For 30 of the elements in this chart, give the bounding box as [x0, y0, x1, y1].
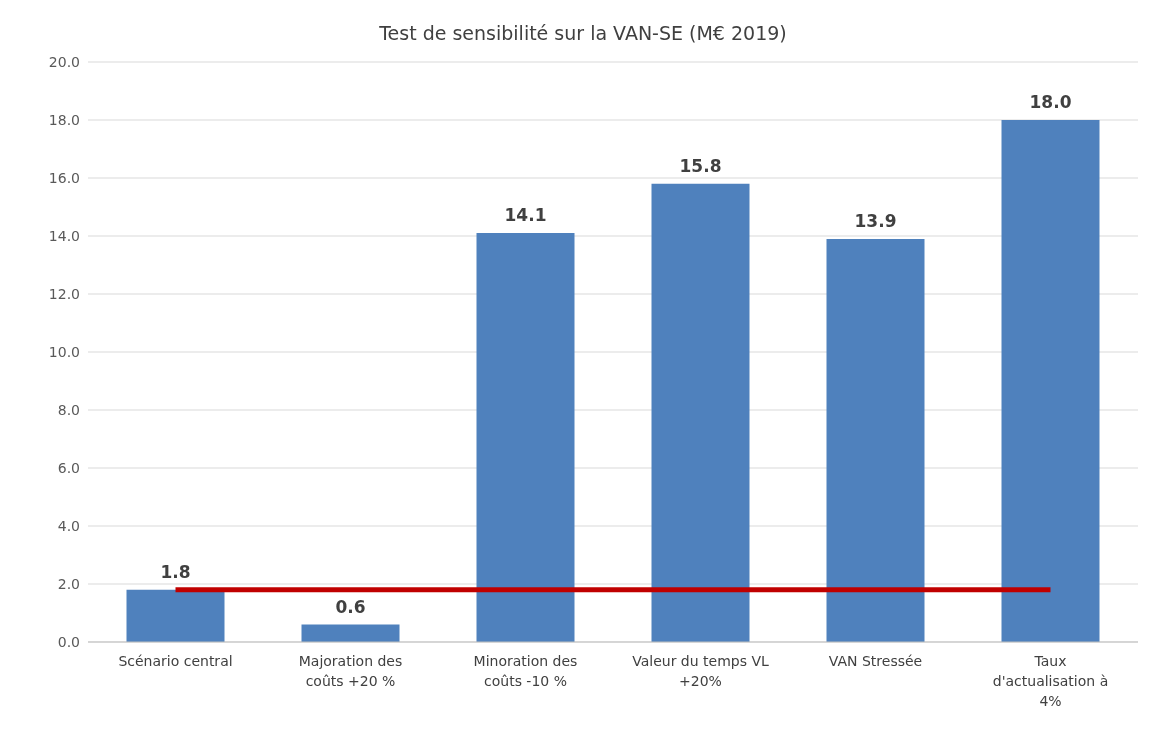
data-label: 18.0: [1029, 92, 1072, 112]
bar: [826, 238, 925, 642]
data-label: 13.9: [854, 210, 897, 231]
x-tick-label: Scénario central: [118, 653, 233, 669]
bar: [476, 233, 575, 642]
chart-title: Test de sensibilité sur la VAN-SE (M€ 2019): [378, 22, 788, 44]
bar: [1001, 120, 1100, 642]
data-label: 0.6: [335, 596, 366, 617]
bar: [301, 624, 400, 642]
y-tick-label: 10.0: [48, 343, 80, 360]
x-tick-label: Majoration des coûts +20 %: [298, 653, 403, 689]
bar: [651, 183, 750, 642]
y-tick-label: 18.0: [48, 111, 80, 128]
y-tick-label: 14.0: [48, 227, 80, 244]
y-tick-label: 8.0: [57, 401, 80, 418]
x-tick-label: VAN Stressée: [828, 653, 923, 669]
bar: [126, 589, 225, 642]
y-tick-label: 16.0: [48, 169, 80, 186]
y-tick-label: 6.0: [57, 459, 80, 476]
x-tick-label: Valeur du temps VL +20%: [632, 653, 769, 689]
y-tick-label: 4.0: [57, 517, 80, 534]
data-label: 1.8: [160, 561, 191, 582]
y-tick-label: 0.0: [57, 633, 80, 650]
data-label: 15.8: [679, 155, 722, 176]
y-tick-label: 20.0: [48, 53, 80, 70]
y-tick-label: 2.0: [57, 575, 80, 592]
x-tick-label: Minoration des coûts -10 %: [473, 653, 578, 689]
x-tick-label: Taux d'actualisation à 4%: [992, 653, 1109, 709]
y-tick-label: 12.0: [48, 285, 80, 302]
data-label: 14.1: [504, 205, 547, 226]
